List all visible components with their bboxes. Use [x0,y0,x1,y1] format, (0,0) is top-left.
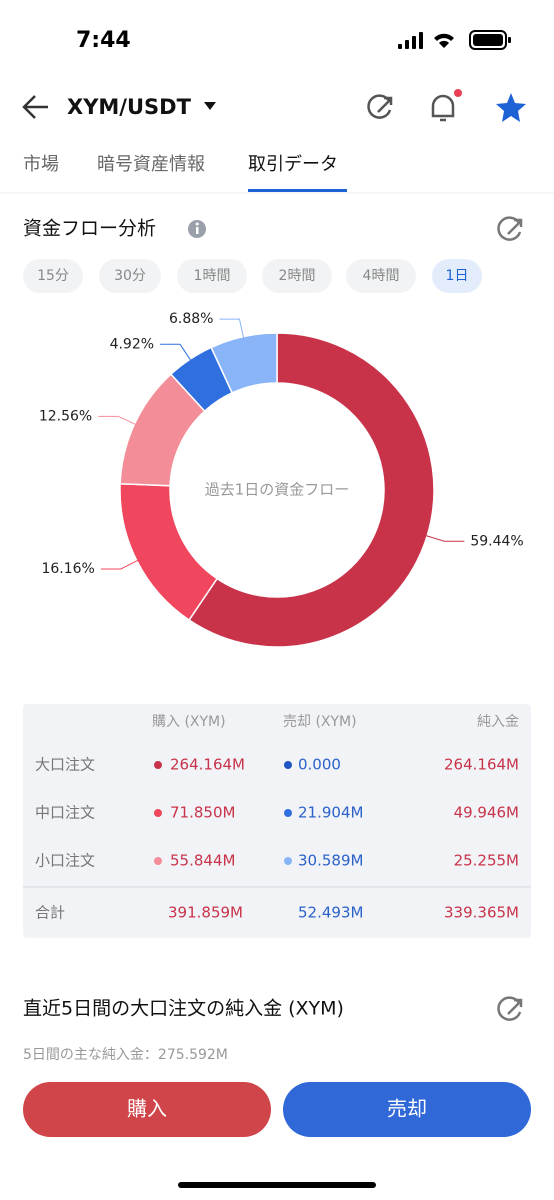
interval-chip[interactable] [177,259,247,293]
net-inflow-subtitle: 5日間の主な純入金：275.592M [23,1047,228,1063]
tab-indicator [248,189,347,192]
total-buy: 391.859M [168,904,243,922]
sell-dot [284,809,292,817]
share-icon[interactable] [497,216,523,241]
sell-value: 30.589M [298,852,363,870]
leader-line [219,318,245,339]
sell-button-label[interactable]: 売却 [387,1097,427,1121]
interval-chip[interactable] [432,259,482,293]
favorite-star[interactable] [496,93,526,122]
interval-label[interactable]: 4時間 [363,268,400,284]
total-net: 339.365M [444,904,519,922]
sell-dot [284,857,292,865]
buy-button-label[interactable]: 購入 [127,1097,167,1121]
home-indicator [178,1182,376,1188]
sell-value: 0.000 [298,756,341,774]
sell-button[interactable] [283,1082,531,1137]
donut-slice [188,332,435,648]
donut-slice [210,332,278,394]
row-label: 小口注文 [35,852,95,870]
buy-value: 264.164M [170,756,245,774]
total-sell: 52.493M [298,904,363,922]
interval-label[interactable]: 2時間 [279,268,316,284]
total-label: 合計 [35,904,65,922]
slice-label: 16.16% [41,561,94,577]
interval-label[interactable]: 15分 [37,268,69,284]
pair-title[interactable]: XYM/USDT [67,95,192,119]
pair-dropdown[interactable] [204,102,216,110]
back-button[interactable] [22,95,48,119]
interval-chip[interactable] [346,259,416,293]
slice-label: 6.88% [169,311,213,327]
donut-slice [119,483,219,622]
leader-line [100,559,139,570]
net-value: 25.255M [454,852,519,870]
table-header: 売却 (XYM) [283,714,357,730]
buy-dot [154,809,162,817]
time: 7:44 [76,28,131,53]
buy-dot [154,857,162,865]
interval-label[interactable]: 30分 [114,268,146,284]
tab[interactable]: 暗号資産情報 [97,154,205,175]
donut-center-label: 過去1日の資金フロー [205,481,350,499]
buy-button[interactable] [23,1082,271,1137]
slice-label: 12.56% [39,408,92,424]
table-background [23,704,531,938]
buy-value: 71.850M [170,804,235,822]
table-header: 純入金 [477,714,519,730]
net-value: 49.946M [454,804,519,822]
tab[interactable]: 市場 [23,154,59,175]
slice-label: 59.44% [470,533,523,549]
interval-chip[interactable] [23,259,83,293]
leader-line [98,415,137,426]
status-icons [398,30,511,50]
leader-line [425,534,465,542]
interval-label[interactable]: 1時間 [194,268,231,284]
net-inflow-title: 直近5日間の大口注文の純入金 (XYM) [23,998,344,1020]
table-header: 購入 (XYM) [152,714,226,730]
bell-icon[interactable] [431,89,462,122]
buy-dot [154,761,162,769]
share-icon[interactable] [367,94,393,119]
slice-label: 4.92% [110,336,154,352]
section-title: 資金フロー分析 [23,218,156,240]
interval-chip[interactable] [99,259,161,293]
share-icon[interactable] [497,996,523,1021]
interval-chip[interactable] [262,259,332,293]
sell-dot [284,761,292,769]
leader-line [160,343,192,362]
buy-value: 55.844M [170,852,235,870]
tab[interactable]: 取引データ [248,154,338,175]
row-label: 中口注文 [35,804,95,822]
sell-value: 21.904M [298,804,363,822]
row-label: 大口注文 [35,756,95,774]
net-value: 264.164M [444,756,519,774]
interval-label[interactable]: 1日 [446,268,469,284]
info-icon[interactable] [188,220,206,238]
